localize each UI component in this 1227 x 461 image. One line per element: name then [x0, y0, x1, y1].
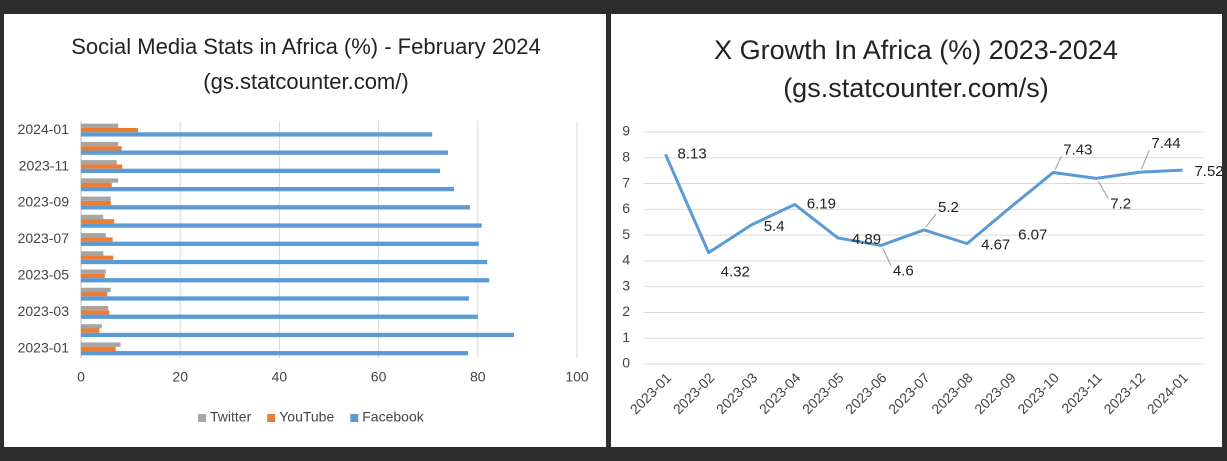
- y-tick-label: 9: [622, 123, 630, 139]
- line: [664, 153, 1183, 255]
- chart-title: Social Media Stats in Africa (%) - Febru…: [71, 34, 541, 59]
- bar: [81, 351, 468, 356]
- y-tick-label: 7: [622, 174, 630, 190]
- y-tick-label: 2023-07: [18, 230, 70, 246]
- y-tick-label: 2023-03: [18, 303, 70, 319]
- left-panel: [4, 14, 606, 447]
- data-label: 7.2: [1110, 195, 1131, 212]
- leader-line: [1054, 156, 1062, 170]
- data-label: 5.4: [764, 218, 785, 235]
- bar: [81, 233, 106, 238]
- bar: [81, 132, 433, 137]
- y-tick-label: 4: [622, 252, 630, 268]
- legend-label: YouTube: [279, 409, 334, 425]
- bar: [81, 278, 490, 283]
- bar: [81, 178, 119, 183]
- data-label: 7.43: [1063, 141, 1092, 158]
- chart-subtitle: (gs.statcounter.com/s): [783, 73, 1049, 103]
- data-label: 6.19: [807, 195, 836, 212]
- bar: [81, 205, 470, 210]
- x-tick-label: 80: [470, 369, 486, 385]
- bar: [81, 146, 122, 151]
- y-tick-label: 6: [622, 200, 630, 216]
- bar: [81, 168, 441, 174]
- bar: [81, 196, 111, 201]
- leader-line: [925, 213, 937, 228]
- data-label: 4.67: [981, 237, 1010, 254]
- x-tick-label: 60: [371, 369, 387, 385]
- bar: [81, 296, 469, 301]
- chart-title: X Growth In Africa (%) 2023-2024: [714, 35, 1118, 65]
- bar: [81, 223, 482, 228]
- data-label: 6.07: [1018, 226, 1047, 243]
- chart-subtitle: (gs.statcounter.com/): [203, 69, 408, 94]
- bar: [81, 186, 454, 192]
- bar: [81, 292, 108, 297]
- right-panel: [611, 14, 1222, 447]
- leader-line: [1097, 181, 1109, 199]
- bar: [81, 273, 105, 279]
- bar: [81, 305, 109, 311]
- legend-label: Facebook: [362, 409, 424, 425]
- bar: [81, 332, 515, 338]
- bar: [81, 259, 488, 265]
- legend-swatch: [267, 414, 276, 422]
- y-tick-label: 8: [622, 148, 630, 164]
- data-label: 4.32: [721, 264, 750, 281]
- bar: [81, 219, 115, 224]
- bar: [81, 160, 117, 165]
- y-tick-label: 5: [622, 226, 630, 242]
- data-label: 5.2: [938, 199, 959, 216]
- y-tick-label: 0: [622, 355, 630, 371]
- bar: [81, 182, 112, 187]
- x-tick-label: 40: [272, 369, 288, 385]
- bar: [81, 328, 100, 333]
- legend-swatch: [350, 414, 359, 422]
- bar: [81, 251, 104, 256]
- bar: [81, 214, 104, 220]
- leader-line: [1140, 150, 1150, 170]
- bar: [81, 200, 111, 206]
- bar: [81, 314, 478, 319]
- y-tick-label: 2023-09: [18, 194, 70, 210]
- bar: [81, 241, 479, 246]
- bar: [81, 237, 113, 242]
- data-label: 4.6: [893, 262, 914, 279]
- y-tick-label: 2024-01: [18, 121, 70, 137]
- y-tick-label: 3: [622, 277, 630, 293]
- legend-swatch: [198, 414, 206, 422]
- bar: [81, 127, 139, 133]
- bar: [81, 123, 119, 128]
- y-tick-label: 2023-01: [18, 340, 70, 356]
- y-tick-label: 2: [622, 303, 630, 319]
- bar: [81, 269, 106, 274]
- bar: [81, 141, 119, 147]
- bar: [81, 164, 123, 169]
- bar: [81, 255, 114, 260]
- data-label: 4.89: [852, 231, 881, 248]
- x-tick-label: 100: [565, 369, 589, 385]
- bar: [81, 324, 102, 329]
- bar: [81, 150, 449, 155]
- legend-label: Twitter: [210, 409, 252, 425]
- bar: [81, 346, 116, 352]
- y-tick-label: 2023-05: [18, 267, 70, 283]
- data-label: 7.52: [1194, 163, 1223, 180]
- y-tick-label: 1: [622, 329, 630, 345]
- data-label: 8.13: [678, 145, 707, 162]
- y-tick-label: 2023-11: [19, 157, 70, 173]
- leader-line: [882, 248, 892, 266]
- x-tick-label: 20: [172, 369, 188, 385]
- x-tick-label: 0: [77, 369, 85, 385]
- bar: [81, 310, 110, 315]
- bar: [81, 342, 121, 347]
- data-label: 7.44: [1151, 135, 1180, 152]
- bar: [81, 287, 111, 293]
